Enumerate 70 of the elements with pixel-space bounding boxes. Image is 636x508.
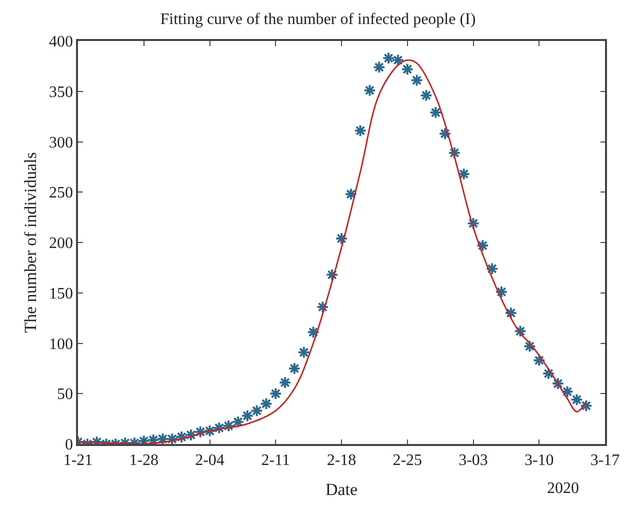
point	[552, 377, 564, 390]
point	[344, 188, 358, 201]
point	[316, 300, 330, 314]
point	[542, 367, 555, 380]
point	[212, 421, 226, 434]
text: 2020	[547, 480, 579, 497]
point	[288, 362, 301, 375]
point	[514, 324, 527, 338]
x-tick-label: 1-21	[63, 452, 93, 469]
y-tick-label: 0	[65, 436, 74, 454]
point	[269, 387, 282, 400]
point	[278, 376, 292, 389]
point	[175, 430, 188, 444]
y-tick-label: 400	[49, 34, 74, 51]
x-tick-label: 3-17	[590, 452, 620, 469]
point	[166, 432, 179, 444]
point	[560, 385, 574, 398]
y-tick-label: 100	[49, 336, 74, 353]
y-tick-label: 250	[49, 184, 74, 202]
point	[466, 216, 480, 230]
point	[146, 434, 160, 444]
point	[392, 54, 404, 67]
point	[438, 127, 452, 140]
point	[457, 168, 470, 180]
point	[448, 146, 461, 160]
point	[495, 285, 508, 298]
y-tick-label: 300	[49, 134, 74, 152]
point	[354, 124, 367, 138]
x-tick-label: 2-18	[326, 452, 356, 469]
point	[476, 239, 490, 252]
x-tick-label: 2-25	[392, 452, 422, 469]
point	[194, 426, 207, 438]
y-tick-label: 200	[49, 235, 74, 252]
point	[326, 268, 338, 282]
point	[260, 397, 273, 410]
x-axis-title: Date	[325, 480, 358, 499]
point	[580, 399, 593, 412]
x-tick-label: 3-03	[458, 452, 488, 469]
point	[184, 428, 198, 442]
x-tick-label: 1-28	[129, 452, 159, 469]
y-axis-title: The number of individuals	[21, 152, 40, 333]
chart-title: Fitting curve of the number of infected people (I)	[160, 10, 476, 28]
point	[504, 306, 518, 320]
point	[306, 326, 320, 339]
line-series	[78, 59, 587, 444]
point	[363, 84, 376, 97]
point	[410, 74, 424, 87]
point	[372, 60, 386, 74]
point	[222, 419, 235, 432]
y-tick-label: 350	[49, 84, 74, 101]
y-tick-label: 50	[57, 386, 74, 404]
point	[232, 415, 244, 428]
point	[297, 346, 310, 359]
point	[532, 354, 546, 367]
y-tick-label: 150	[49, 285, 74, 302]
point	[420, 89, 433, 102]
point	[570, 393, 584, 406]
point	[203, 424, 216, 438]
point	[156, 432, 170, 444]
point	[240, 409, 254, 422]
x-tick-label: 3-10	[524, 452, 554, 469]
point	[523, 340, 536, 353]
point	[250, 404, 264, 418]
x-tick-label: 2-04	[195, 452, 224, 469]
point	[382, 52, 395, 65]
x-tick-label: 2-11	[261, 452, 290, 469]
point	[486, 262, 498, 276]
point	[335, 232, 348, 245]
point	[429, 106, 442, 119]
point	[400, 62, 414, 76]
